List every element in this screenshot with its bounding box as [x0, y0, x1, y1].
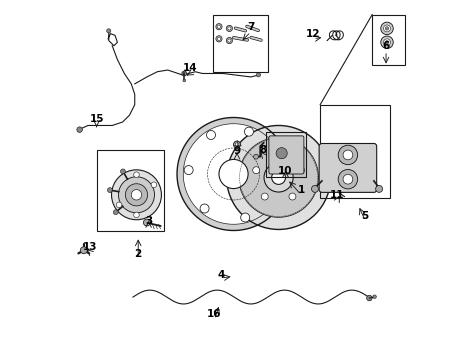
Circle shape	[375, 185, 383, 192]
Circle shape	[226, 38, 232, 44]
Text: 3: 3	[145, 216, 152, 226]
Circle shape	[216, 36, 222, 42]
Circle shape	[381, 36, 393, 48]
Text: 11: 11	[330, 190, 345, 200]
Circle shape	[134, 212, 139, 218]
Bar	[97, 150, 164, 231]
Circle shape	[113, 210, 118, 215]
Text: 1: 1	[298, 184, 305, 195]
Circle shape	[261, 193, 268, 200]
Circle shape	[182, 71, 187, 76]
Circle shape	[184, 166, 193, 175]
Text: 13: 13	[82, 242, 97, 252]
Circle shape	[200, 204, 209, 213]
Bar	[213, 15, 268, 72]
Circle shape	[289, 193, 296, 200]
Circle shape	[264, 163, 293, 192]
Circle shape	[373, 295, 376, 299]
Bar	[320, 105, 390, 198]
Text: 2: 2	[135, 249, 142, 259]
Text: 9: 9	[233, 147, 241, 157]
Circle shape	[120, 169, 126, 174]
Bar	[266, 132, 306, 177]
Circle shape	[275, 150, 282, 157]
Circle shape	[343, 174, 353, 184]
Circle shape	[235, 143, 239, 146]
Circle shape	[218, 37, 220, 40]
Circle shape	[234, 141, 240, 148]
Circle shape	[383, 39, 391, 46]
Circle shape	[276, 148, 287, 159]
Circle shape	[385, 27, 389, 30]
Circle shape	[218, 25, 220, 28]
Text: 8: 8	[259, 145, 266, 155]
Circle shape	[228, 27, 231, 30]
Circle shape	[385, 41, 389, 44]
Circle shape	[272, 171, 285, 184]
Circle shape	[256, 73, 261, 77]
Circle shape	[366, 295, 372, 301]
Circle shape	[381, 22, 393, 35]
Circle shape	[245, 127, 254, 136]
Circle shape	[116, 202, 122, 208]
Circle shape	[311, 185, 319, 192]
Text: 4: 4	[218, 269, 225, 279]
Circle shape	[216, 24, 222, 30]
Circle shape	[118, 177, 155, 213]
Circle shape	[338, 169, 357, 189]
FancyBboxPatch shape	[319, 143, 377, 192]
Circle shape	[107, 29, 111, 33]
Text: 16: 16	[207, 309, 222, 319]
Circle shape	[144, 219, 150, 226]
Circle shape	[241, 213, 250, 222]
Circle shape	[126, 184, 147, 206]
Text: 15: 15	[90, 113, 104, 124]
Text: 5: 5	[362, 211, 369, 221]
Circle shape	[227, 126, 330, 229]
Circle shape	[253, 167, 260, 174]
Text: 6: 6	[383, 41, 390, 51]
Text: 14: 14	[183, 63, 198, 73]
Circle shape	[239, 137, 319, 218]
Circle shape	[228, 39, 231, 42]
Circle shape	[298, 167, 304, 174]
Bar	[372, 15, 405, 65]
Circle shape	[134, 172, 139, 177]
Circle shape	[151, 182, 157, 188]
Text: 12: 12	[306, 29, 320, 39]
Circle shape	[219, 159, 248, 189]
Circle shape	[108, 188, 112, 192]
Circle shape	[226, 25, 232, 32]
Circle shape	[254, 154, 258, 159]
Circle shape	[183, 79, 186, 82]
Circle shape	[343, 150, 353, 160]
Circle shape	[207, 130, 216, 140]
Circle shape	[111, 170, 162, 220]
Circle shape	[338, 145, 357, 165]
Polygon shape	[177, 118, 283, 230]
Circle shape	[131, 190, 142, 200]
Circle shape	[80, 247, 87, 254]
FancyBboxPatch shape	[269, 136, 304, 174]
Text: 10: 10	[278, 166, 293, 175]
Circle shape	[77, 127, 82, 132]
Circle shape	[383, 25, 391, 32]
Text: 7: 7	[247, 22, 255, 32]
